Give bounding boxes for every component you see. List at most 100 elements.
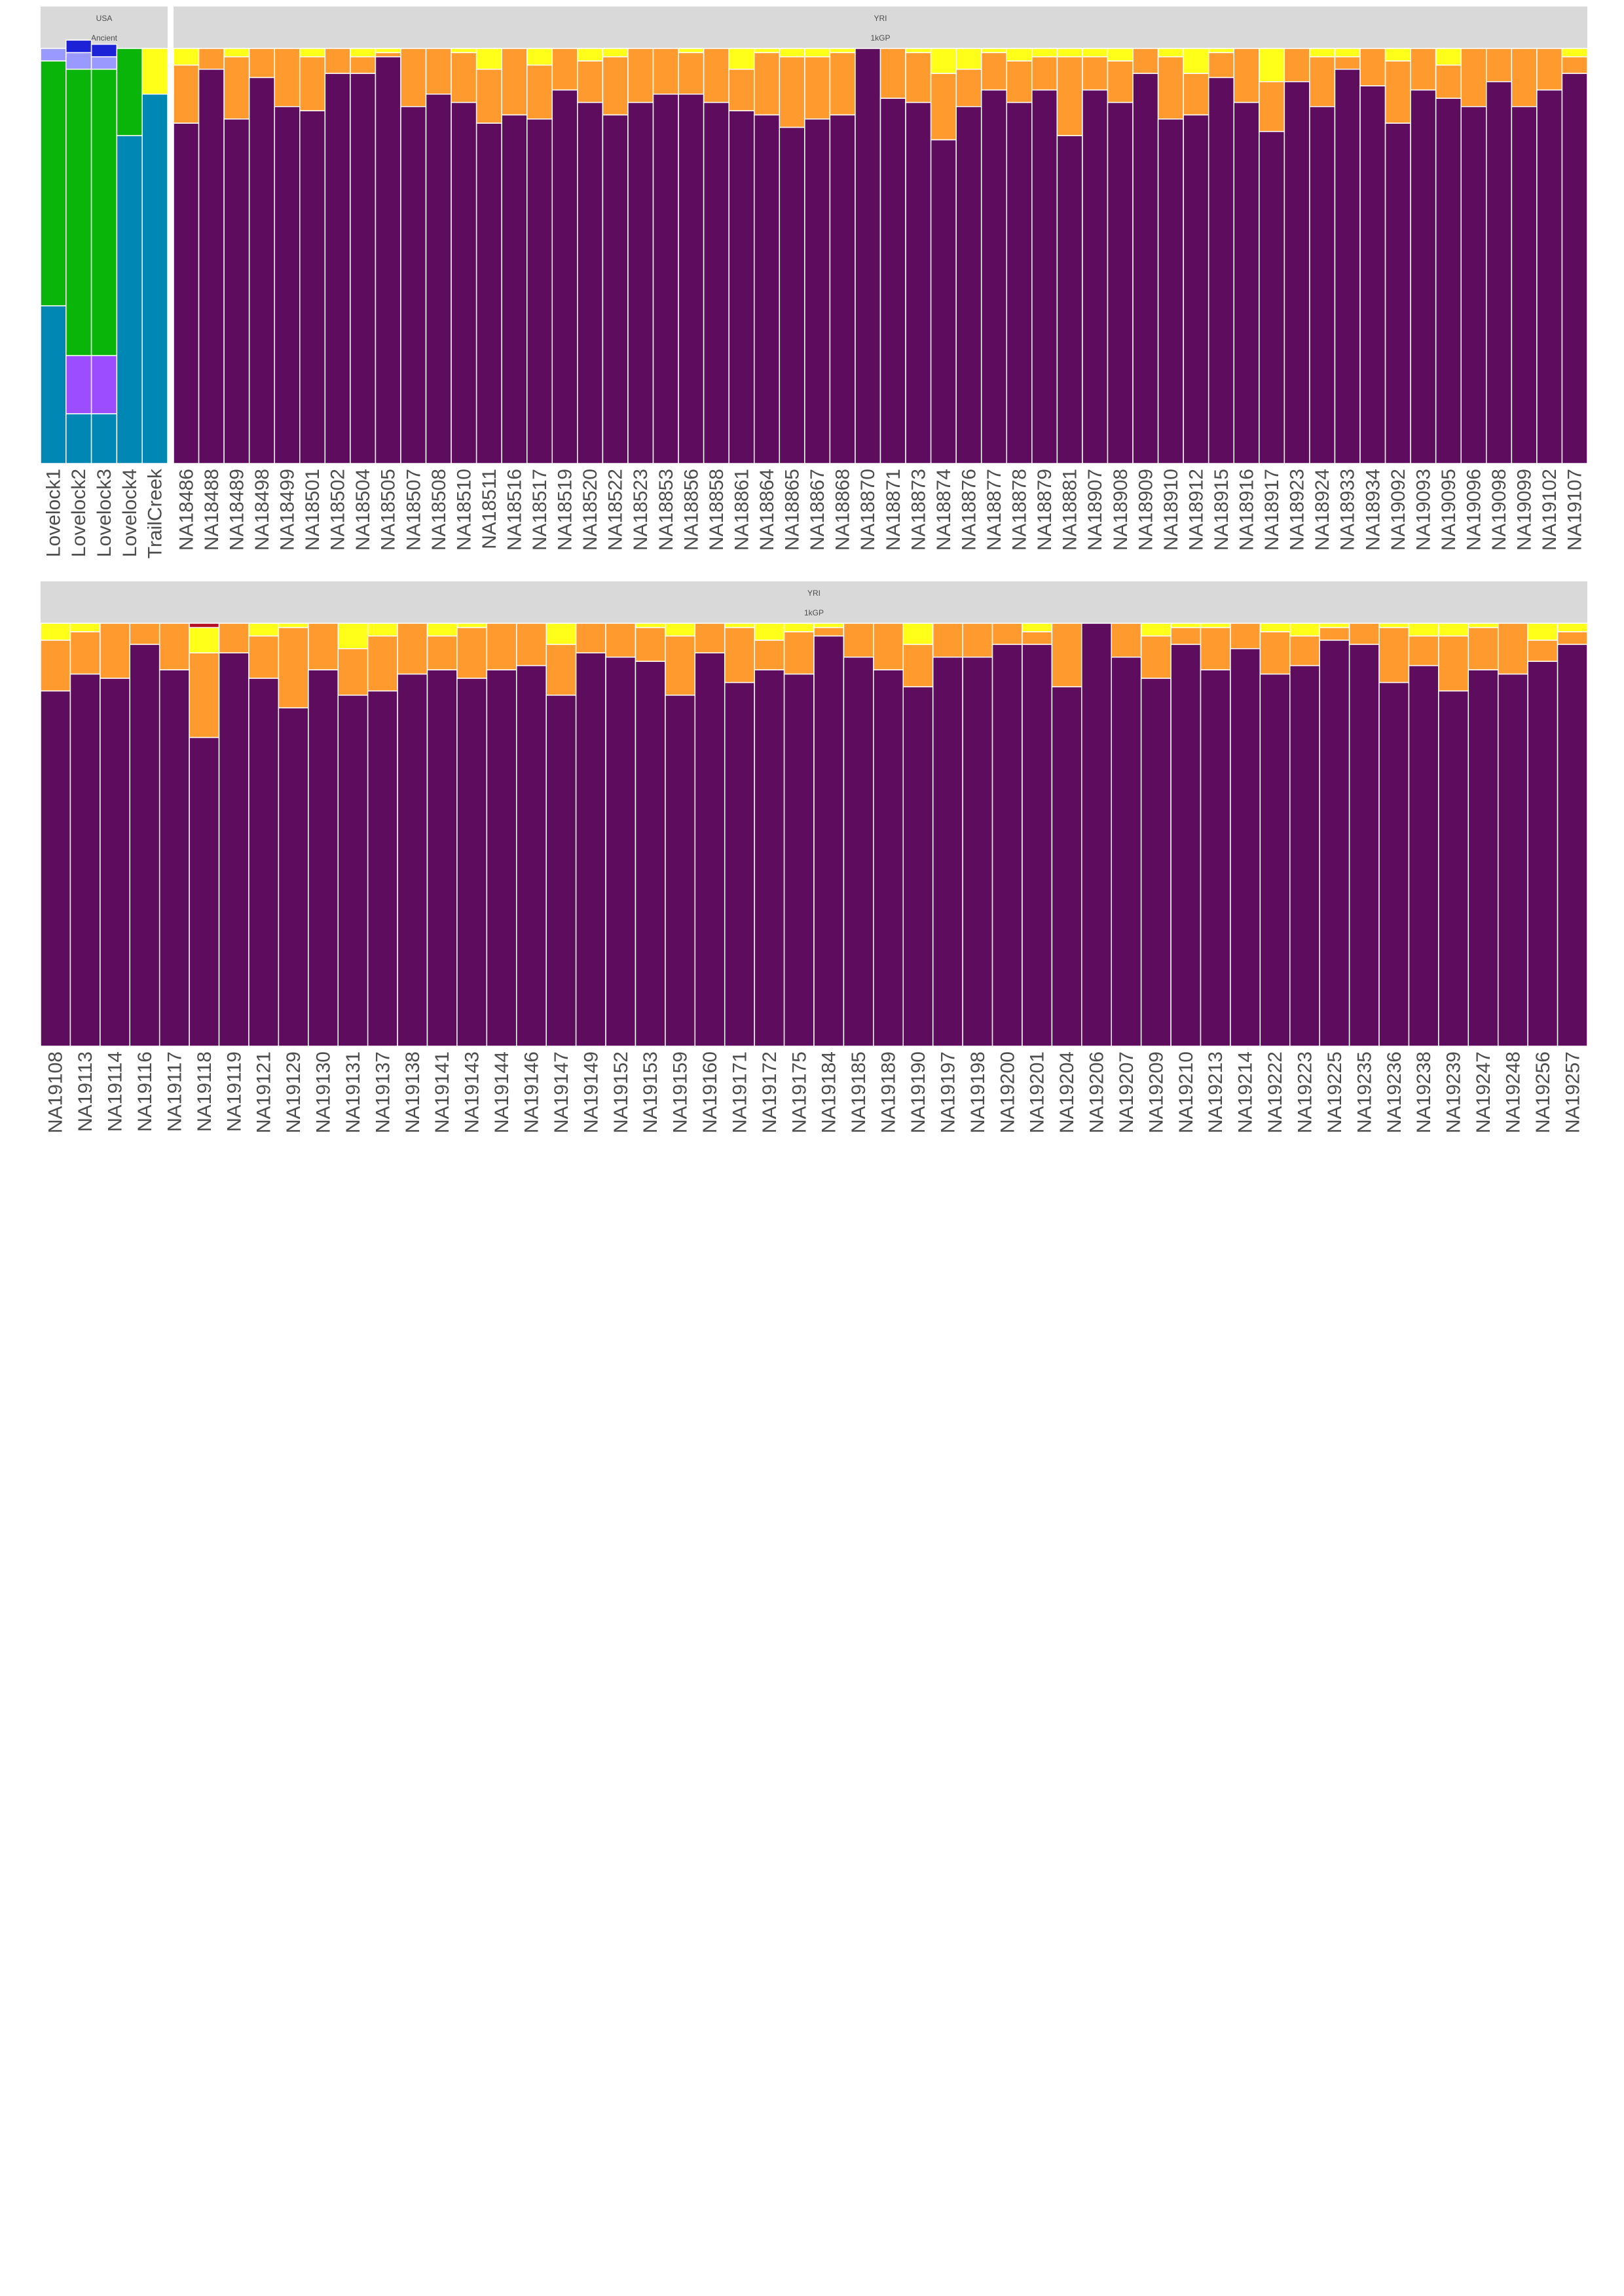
segment-orange xyxy=(1283,48,1310,82)
segment-orange xyxy=(1006,60,1033,103)
segment-orange xyxy=(425,48,452,95)
segment-purple xyxy=(962,656,993,1047)
bar-NA18878: NA18878 xyxy=(1006,48,1033,551)
segment-purple xyxy=(1140,678,1172,1047)
tick-label: NA18498 xyxy=(251,469,273,551)
tick-label: NA18499 xyxy=(276,469,298,551)
segment-purple xyxy=(308,669,339,1047)
segment-purple xyxy=(1384,122,1411,464)
segment-purple xyxy=(1051,686,1082,1047)
segment-yellow xyxy=(1022,623,1053,632)
tick-label: NA19119 xyxy=(223,1051,245,1132)
tick-label: NA19096 xyxy=(1464,469,1485,551)
segment-purple xyxy=(198,68,225,464)
segment-orange xyxy=(1056,56,1083,136)
segment-yellow xyxy=(40,623,71,641)
bar-NA19147: NA19147 xyxy=(545,623,577,1133)
segment-purple xyxy=(1111,656,1142,1047)
segment-teal xyxy=(40,305,67,464)
segment-green xyxy=(65,68,92,356)
segment-orange xyxy=(962,623,993,658)
bar-NA18502: NA18502 xyxy=(324,48,351,551)
bar-NA19114: NA19114 xyxy=(100,623,131,1132)
segment-purple xyxy=(1056,135,1083,464)
bar-NA18881: NA18881 xyxy=(1056,48,1083,551)
segment-orange xyxy=(902,644,934,687)
segment-lavender xyxy=(90,56,118,70)
tick-label: NA18861 xyxy=(731,469,752,551)
segment-orange xyxy=(69,631,101,675)
bar-NA19149: NA19149 xyxy=(575,623,606,1133)
segment-orange xyxy=(1460,48,1487,107)
segment-yellow xyxy=(665,623,696,637)
bar-NA19213: NA19213 xyxy=(1200,623,1231,1133)
tick-label: NA18873 xyxy=(908,469,929,551)
bar-NA19118: NA19118 xyxy=(189,623,220,1132)
segment-purple xyxy=(40,690,71,1047)
bar-NA19119: NA19119 xyxy=(218,623,249,1132)
tick-label: NA18858 xyxy=(706,469,728,551)
facet-strip xyxy=(174,7,1587,48)
segment-orange xyxy=(1132,48,1159,74)
segment-orange xyxy=(1536,48,1563,91)
segment-orange xyxy=(501,48,528,116)
tick-label: NA19200 xyxy=(997,1051,1018,1133)
tick-label: NA18856 xyxy=(680,469,702,551)
bar-NA18523: NA18523 xyxy=(627,48,654,551)
segment-purple xyxy=(665,695,696,1047)
segment-purple xyxy=(1259,131,1285,464)
segment-purple xyxy=(754,669,785,1047)
segment-green xyxy=(40,60,67,306)
tick-label: NA18878 xyxy=(1009,469,1031,551)
bar-NA19238: NA19238 xyxy=(1408,623,1439,1133)
tick-label: NA19175 xyxy=(788,1051,810,1133)
segment-purple xyxy=(400,106,427,464)
segment-orange xyxy=(879,48,906,99)
segment-orange xyxy=(783,631,815,675)
tick-label: NA18877 xyxy=(984,469,1005,551)
segment-purple xyxy=(516,665,547,1047)
segment-orange xyxy=(652,48,679,95)
bar-NA19102: NA19102 xyxy=(1536,48,1563,551)
bar-NA18912: NA18912 xyxy=(1183,48,1209,551)
segment-orange xyxy=(843,623,874,658)
segment-orange xyxy=(1107,60,1134,103)
segment-purple xyxy=(813,635,845,1047)
segment-yellow xyxy=(1170,623,1202,629)
segment-orange xyxy=(980,52,1008,91)
segment-yellow xyxy=(1259,48,1285,82)
bar-NA19117: NA19117 xyxy=(158,623,190,1132)
tick-label: NA19190 xyxy=(908,1051,929,1133)
segment-purple xyxy=(551,89,578,464)
segment-orange xyxy=(1140,635,1172,679)
segment-orange xyxy=(526,64,553,120)
tick-label: NA19137 xyxy=(372,1051,394,1133)
bar-NA18907: NA18907 xyxy=(1082,48,1109,551)
segment-orange xyxy=(129,623,160,646)
tick-label: NA18933 xyxy=(1337,469,1359,551)
segment-orange xyxy=(274,48,301,107)
segment-orange xyxy=(804,56,831,120)
segment-yellow xyxy=(223,48,250,58)
segment-purple xyxy=(1259,673,1291,1047)
segment-purple xyxy=(694,652,726,1047)
bar-NA19099: NA19099 xyxy=(1511,48,1538,551)
segment-yellow xyxy=(728,48,755,70)
bar-NA19160: NA19160 xyxy=(694,623,726,1133)
tick-label: NA18486 xyxy=(175,469,197,551)
tick-label: NA18908 xyxy=(1110,469,1132,551)
tick-label: NA18917 xyxy=(1261,469,1283,551)
segment-orange xyxy=(1230,623,1261,649)
tick-label: NA19238 xyxy=(1413,1051,1435,1133)
segment-red xyxy=(189,623,220,629)
tick-label: NA18910 xyxy=(1160,469,1182,551)
segment-yellow xyxy=(955,48,982,70)
tick-label: NA19098 xyxy=(1488,469,1510,551)
tick-label: NA19102 xyxy=(1539,469,1560,551)
strip-label-top: YRI xyxy=(874,14,887,23)
segment-yellow xyxy=(1384,48,1411,62)
tick-label: NA18488 xyxy=(201,469,223,551)
segment-orange xyxy=(40,640,71,692)
segment-orange xyxy=(1200,627,1231,670)
segment-purple xyxy=(728,110,755,464)
